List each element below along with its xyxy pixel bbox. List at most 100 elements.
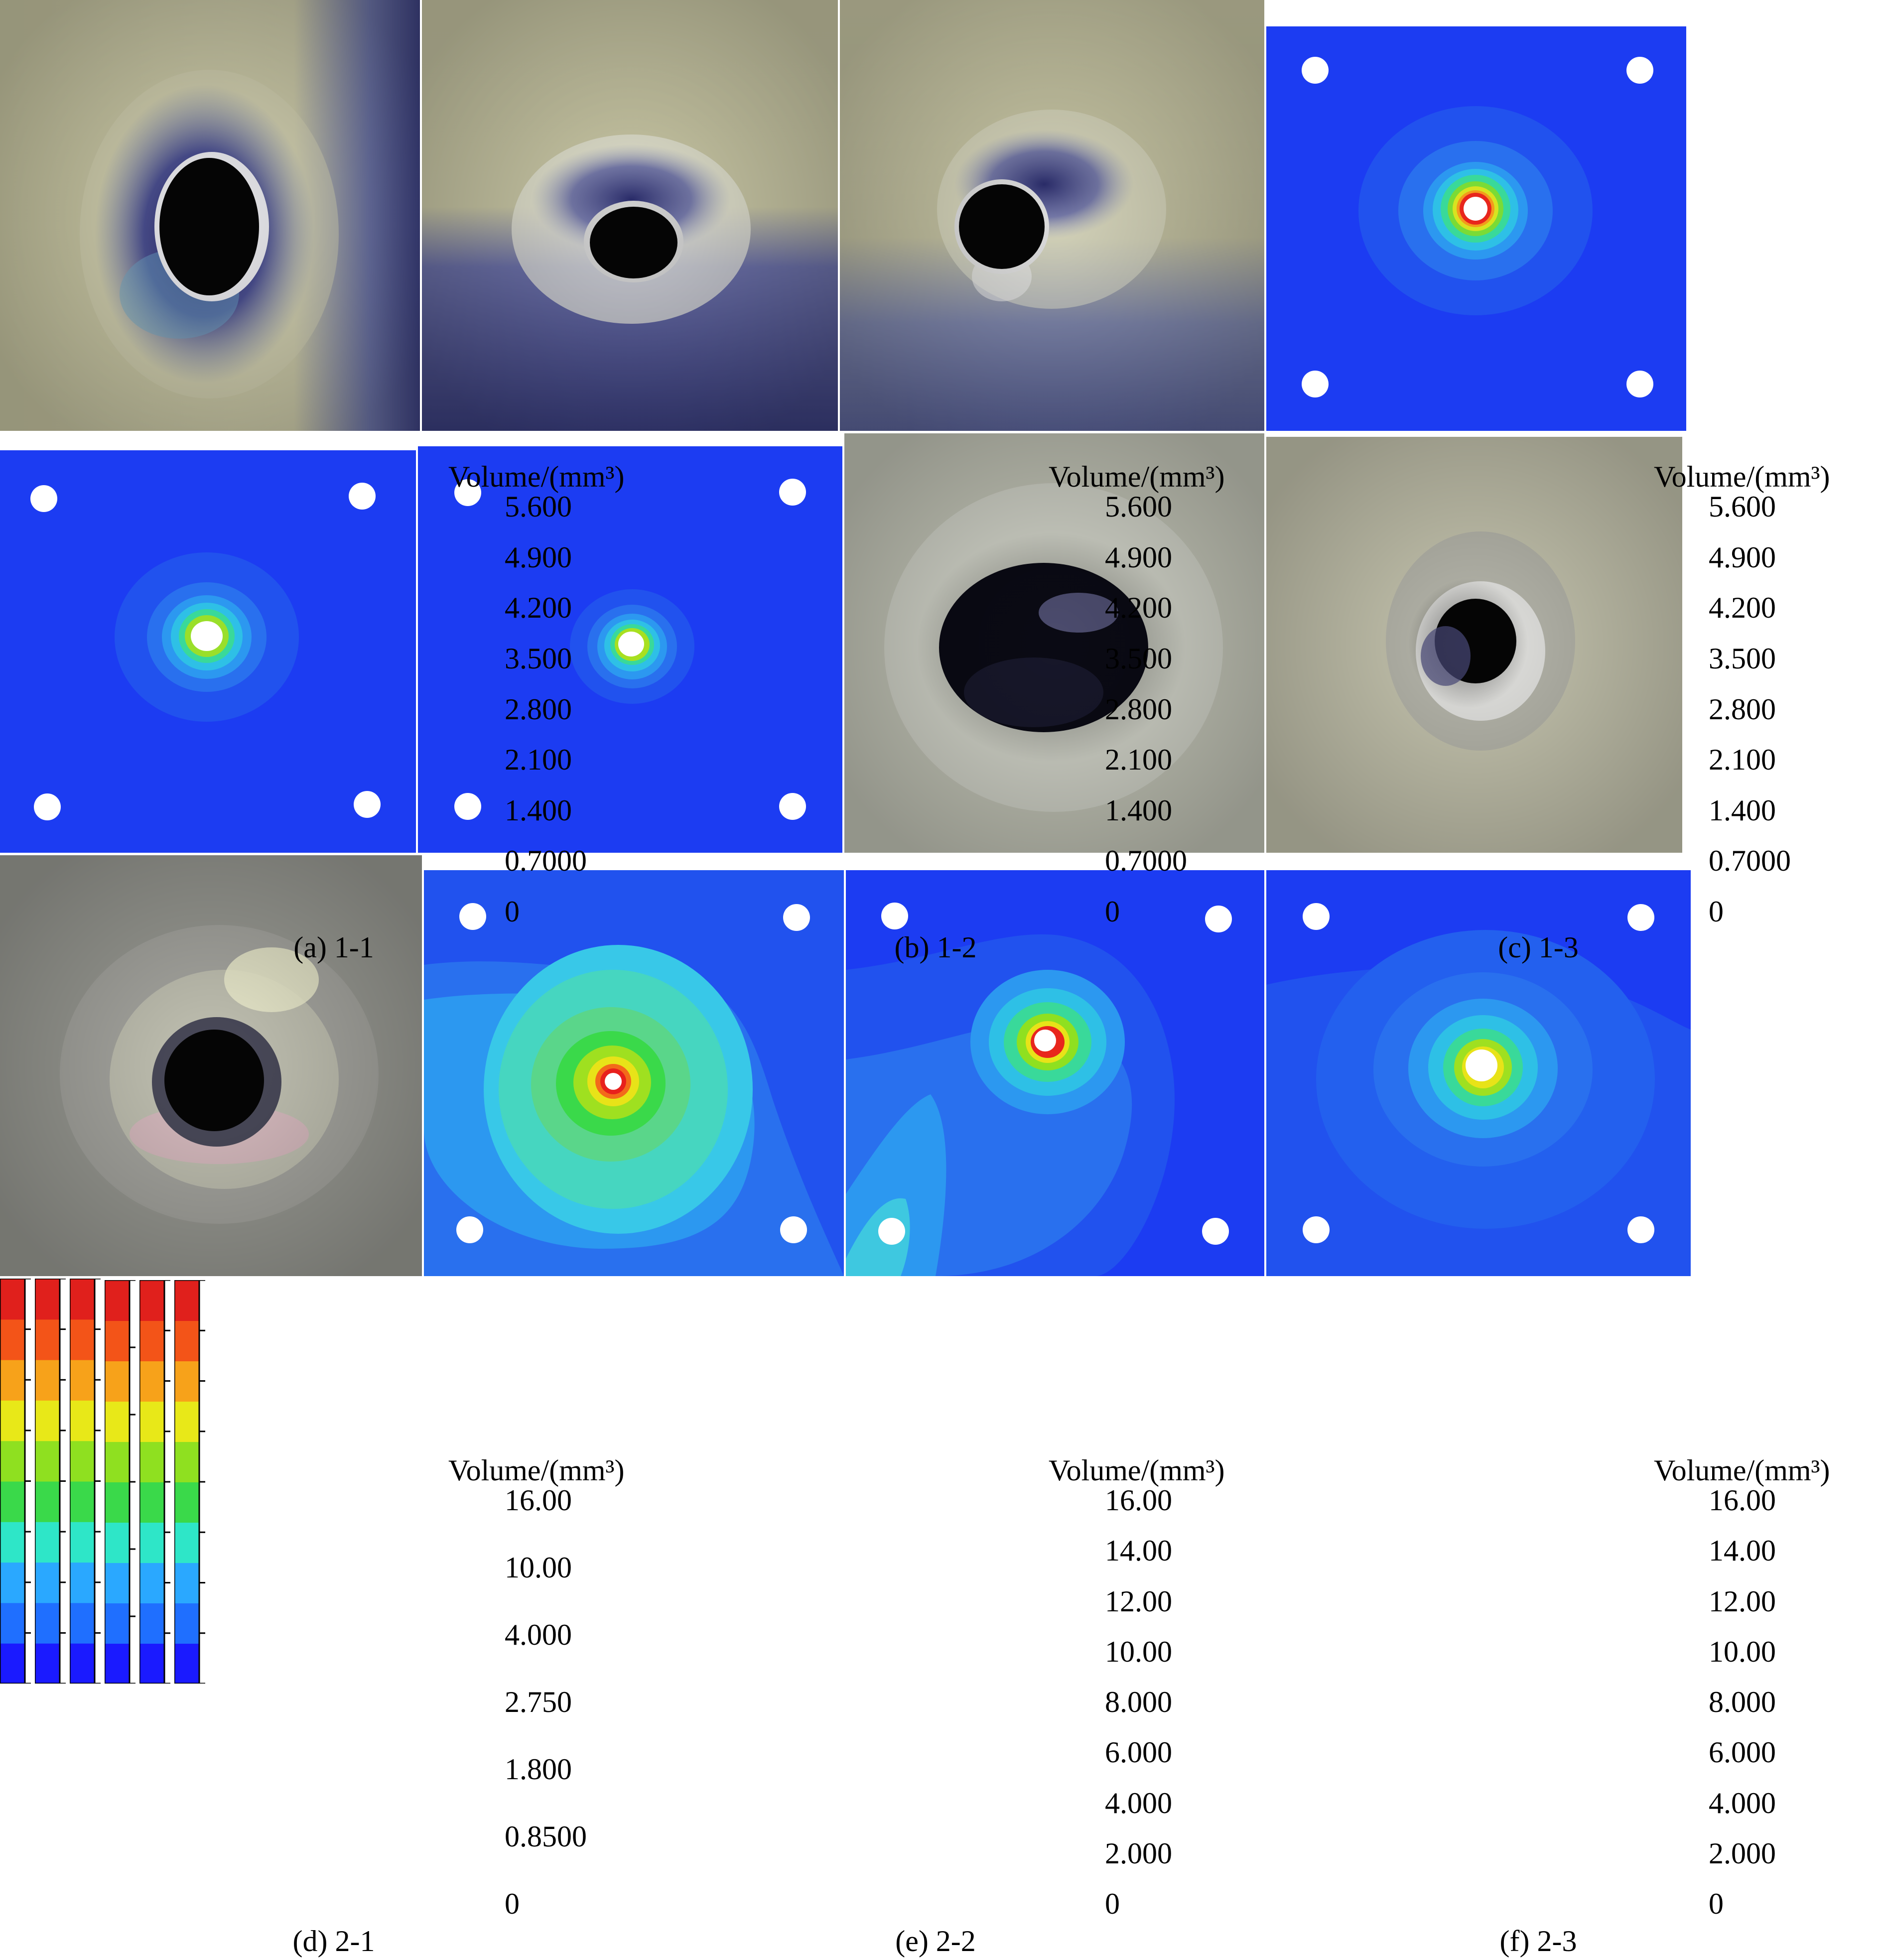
contour-map-1-1 bbox=[1266, 26, 1686, 431]
contour-map-1-3 bbox=[418, 446, 842, 853]
colorbar-segment bbox=[70, 1481, 95, 1522]
colorbar-segment bbox=[105, 1482, 130, 1523]
specimen-photo-1-3 bbox=[840, 0, 1264, 431]
panel-caption: (d) 2-1 bbox=[292, 1925, 375, 1958]
colorbar-tick-label: 2.750 bbox=[505, 1686, 572, 1718]
panel-caption: (f) 2-3 bbox=[1499, 1925, 1577, 1958]
colorbar-tick-label: 10.00 bbox=[1105, 1635, 1172, 1668]
colorbar-segment bbox=[35, 1440, 60, 1482]
colorbar-segment bbox=[0, 1602, 25, 1644]
colorbar-tick-label: 5.600 bbox=[505, 490, 572, 523]
contour-map-2-1 bbox=[424, 870, 844, 1276]
contour-map-2-3 bbox=[1266, 870, 1691, 1276]
colorbar-segment bbox=[139, 1603, 164, 1644]
colorbar-tick-label: 16.00 bbox=[1105, 1484, 1172, 1517]
colorbar-tick-label: 1.400 bbox=[505, 793, 572, 827]
colorbar-segment bbox=[70, 1643, 95, 1684]
colorbar-tick-label: 12.00 bbox=[1709, 1584, 1776, 1618]
colorbar-segment bbox=[174, 1482, 199, 1523]
colorbar-tick-label: 4.900 bbox=[1709, 540, 1776, 574]
colorbar-segment bbox=[70, 1359, 95, 1401]
colorbar-tick-label: 0.7000 bbox=[1105, 844, 1187, 878]
colorbar-segment bbox=[139, 1361, 164, 1402]
colorbar-tick-label: 3.500 bbox=[505, 642, 572, 675]
colorbar-tick-label: 10.00 bbox=[505, 1551, 572, 1584]
colorbar-segment bbox=[174, 1280, 199, 1321]
colorbar-title: Volume/(mm³) bbox=[1049, 1454, 1225, 1487]
colorbar-tick-label: 2.000 bbox=[1105, 1836, 1172, 1870]
colorbar-segment bbox=[139, 1482, 164, 1523]
colorbar-segment bbox=[174, 1441, 199, 1482]
colorbar-c bbox=[69, 1278, 101, 1685]
colorbar-tick-label: 1.400 bbox=[1105, 793, 1172, 827]
colorbar-segment bbox=[174, 1401, 199, 1442]
colorbar-b bbox=[34, 1278, 66, 1685]
colorbar-tick-label: 4.200 bbox=[505, 591, 572, 625]
colorbar-segment bbox=[105, 1361, 130, 1402]
colorbar-title: Volume/(mm³) bbox=[1049, 460, 1225, 493]
colorbar-segment bbox=[174, 1563, 199, 1603]
colorbar-segment bbox=[35, 1602, 60, 1644]
colorbar-segment bbox=[0, 1562, 25, 1603]
colorbar-tick-label: 2.100 bbox=[1105, 743, 1172, 777]
colorbar-title: Volume/(mm³) bbox=[1654, 460, 1830, 493]
colorbar-segment bbox=[139, 1280, 164, 1321]
colorbar-tick-label: 1.400 bbox=[1709, 793, 1776, 827]
colorbar-tick-label: 4.900 bbox=[1105, 540, 1172, 574]
colorbar-tick-label: 6.000 bbox=[1105, 1736, 1172, 1769]
colorbar-tick-label: 0 bbox=[505, 1887, 520, 1920]
colorbar-title: Volume/(mm³) bbox=[448, 1454, 625, 1487]
colorbar-tick-label: 14.00 bbox=[1709, 1534, 1776, 1568]
colorbar-segment bbox=[35, 1319, 60, 1360]
colorbar-segment bbox=[35, 1562, 60, 1603]
colorbar-e bbox=[138, 1279, 170, 1685]
contour-map-2-2 bbox=[846, 870, 1264, 1276]
colorbar-tick-label: 2.800 bbox=[1709, 692, 1776, 726]
specimen-photo-1-1 bbox=[0, 0, 420, 431]
specimen-photo-2-2 bbox=[1266, 437, 1682, 853]
colorbar-segment bbox=[0, 1521, 25, 1563]
colorbar-segment bbox=[0, 1359, 25, 1401]
colorbar-segment bbox=[35, 1521, 60, 1563]
colorbar-segment bbox=[105, 1563, 130, 1603]
colorbar-tick-label: 4.000 bbox=[1105, 1786, 1172, 1820]
panel-caption: (b) 1-2 bbox=[894, 931, 977, 964]
colorbar-tick-label: 0 bbox=[1709, 895, 1724, 928]
colorbar-segment bbox=[139, 1643, 164, 1684]
colorbar-segment bbox=[139, 1563, 164, 1603]
colorbar-segment bbox=[70, 1400, 95, 1441]
colorbar-segment bbox=[70, 1521, 95, 1563]
colorbar-tick-label: 3.500 bbox=[1105, 642, 1172, 675]
colorbar-segment bbox=[139, 1401, 164, 1442]
colorbar-tick-label: 4.000 bbox=[505, 1618, 572, 1651]
colorbar-segment bbox=[70, 1319, 95, 1360]
panel-caption: (e) 2-2 bbox=[895, 1925, 976, 1958]
colorbar-segment bbox=[139, 1522, 164, 1563]
colorbar-segment bbox=[70, 1562, 95, 1603]
colorbar-tick-label: 4.900 bbox=[505, 540, 572, 574]
colorbar-tick-label: 8.000 bbox=[1105, 1686, 1172, 1718]
colorbar-segment bbox=[105, 1401, 130, 1442]
colorbar-segment bbox=[35, 1279, 60, 1320]
colorbar-tick-label: 4.200 bbox=[1105, 591, 1172, 625]
colorbar-segment bbox=[0, 1643, 25, 1684]
colorbar-title: Volume/(mm³) bbox=[1654, 1454, 1830, 1487]
colorbar-tick-label: 12.00 bbox=[1105, 1584, 1172, 1618]
colorbar-tick-label: 2.100 bbox=[505, 743, 572, 777]
colorbar-tick-label: 0.7000 bbox=[505, 844, 587, 878]
colorbar-tick-label: 0 bbox=[1709, 1887, 1724, 1920]
colorbar-segment bbox=[105, 1522, 130, 1563]
colorbar-tick-label: 2.800 bbox=[505, 692, 572, 726]
colorbar-segment bbox=[35, 1359, 60, 1401]
colorbar-segment bbox=[174, 1361, 199, 1402]
colorbar-tick-label: 0.7000 bbox=[1709, 844, 1791, 878]
colorbar-segment bbox=[105, 1603, 130, 1644]
colorbar-d bbox=[104, 1279, 135, 1685]
colorbar-tick-label: 2.800 bbox=[1105, 692, 1172, 726]
colorbar-tick-label: 5.600 bbox=[1105, 490, 1172, 523]
panel-caption: (c) 1-3 bbox=[1498, 931, 1579, 964]
colorbar-segment bbox=[105, 1280, 130, 1321]
colorbar-tick-label: 4.200 bbox=[1709, 591, 1776, 625]
colorbar-a bbox=[0, 1278, 31, 1685]
colorbar-tick-label: 8.000 bbox=[1709, 1686, 1776, 1718]
